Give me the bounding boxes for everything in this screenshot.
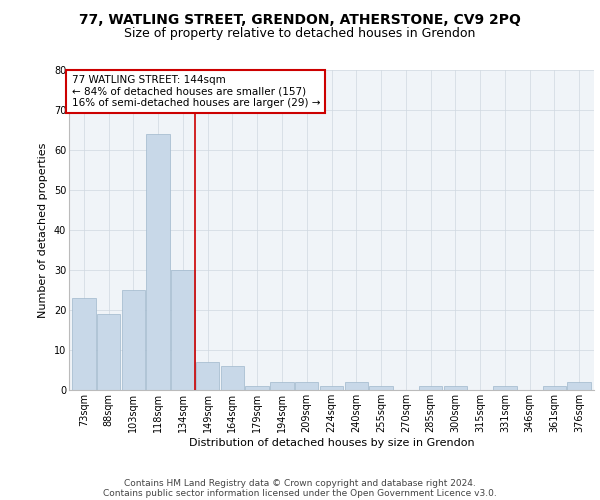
Y-axis label: Number of detached properties: Number of detached properties [38,142,48,318]
Bar [97,314,121,390]
Bar [320,386,343,390]
Bar [568,382,591,390]
Bar [171,270,194,390]
Bar [270,382,294,390]
Bar [146,134,170,390]
Bar [295,382,319,390]
Text: 77 WATLING STREET: 144sqm
← 84% of detached houses are smaller (157)
16% of semi: 77 WATLING STREET: 144sqm ← 84% of detac… [71,75,320,108]
Bar [122,290,145,390]
Bar [542,386,566,390]
Bar [369,386,393,390]
Bar [245,386,269,390]
Text: Size of property relative to detached houses in Grendon: Size of property relative to detached ho… [124,28,476,40]
X-axis label: Distribution of detached houses by size in Grendon: Distribution of detached houses by size … [188,438,475,448]
Text: Contains HM Land Registry data © Crown copyright and database right 2024.: Contains HM Land Registry data © Crown c… [124,478,476,488]
Bar [344,382,368,390]
Bar [221,366,244,390]
Bar [196,362,220,390]
Bar [72,298,95,390]
Bar [493,386,517,390]
Text: 77, WATLING STREET, GRENDON, ATHERSTONE, CV9 2PQ: 77, WATLING STREET, GRENDON, ATHERSTONE,… [79,12,521,26]
Bar [419,386,442,390]
Text: Contains public sector information licensed under the Open Government Licence v3: Contains public sector information licen… [103,488,497,498]
Bar [443,386,467,390]
